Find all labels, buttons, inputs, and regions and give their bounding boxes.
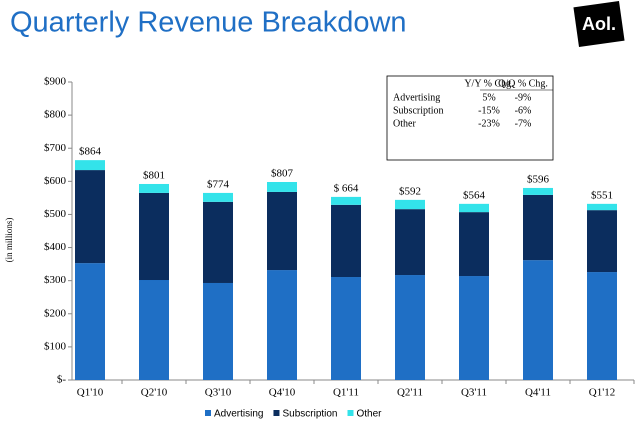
table-cell: -23%	[478, 118, 500, 129]
bar-segment	[523, 260, 553, 380]
logo-box	[573, 0, 625, 48]
logo-text: Aol.	[582, 14, 616, 34]
total-label: $864	[79, 146, 102, 158]
legend-swatch	[205, 410, 211, 416]
y-tick-label: $400	[44, 241, 67, 253]
y-tick-label: $700	[44, 142, 67, 154]
bar-segment	[267, 270, 297, 380]
total-label: $564	[463, 189, 486, 201]
x-tick-label: Q2'11	[397, 387, 423, 399]
bar-segment	[203, 192, 233, 202]
y-tick-label: $200	[44, 307, 67, 319]
bar-segment	[75, 170, 105, 264]
x-tick-label: Q4'11	[525, 387, 551, 399]
bar-segment	[587, 203, 617, 211]
bar-segment	[459, 276, 489, 380]
y-tick-label: $-	[57, 374, 67, 386]
chart-title: Quarterly Revenue Breakdown	[10, 7, 407, 39]
bar-segment	[75, 160, 105, 171]
bar-segment	[267, 191, 297, 271]
y-tick-label: $800	[44, 109, 67, 121]
x-tick-label: Q3'11	[461, 387, 487, 399]
table-header: Q/Q % Chg.	[498, 78, 548, 89]
bar-segment	[459, 212, 489, 277]
bar-segment	[523, 194, 553, 261]
bar-segment	[523, 187, 553, 195]
bar-segment	[331, 196, 361, 205]
bar-segment	[459, 203, 489, 213]
table-cell: Subscription	[393, 105, 444, 116]
table-cell: -7%	[515, 118, 532, 129]
x-tick-label: Q3'10	[205, 387, 232, 399]
bar-segment	[139, 192, 169, 281]
bar-segment	[395, 275, 425, 380]
table-cell: -9%	[515, 92, 532, 103]
legend-label: Subscription	[282, 409, 337, 420]
bar-segment	[395, 199, 425, 210]
legend-label: Other	[357, 409, 383, 420]
bar-segment	[395, 209, 425, 276]
total-label: $596	[527, 173, 550, 185]
bar-segment	[331, 277, 361, 380]
bar-segment	[203, 201, 233, 283]
total-label: $551	[591, 189, 613, 201]
y-tick-label: $100	[44, 340, 67, 352]
y-tick-label: $300	[44, 274, 67, 286]
legend-label: Advertising	[214, 409, 263, 420]
table-header: Y/Y % Chg.	[464, 78, 513, 89]
x-tick-label: Q1'11	[333, 387, 359, 399]
bar-segment	[139, 183, 169, 193]
x-tick-label: Q2'10	[141, 387, 168, 399]
table-cell: Other	[393, 118, 416, 129]
table-cell: -15%	[478, 105, 500, 116]
y-tick-label: $900	[44, 76, 67, 88]
bar-segment	[587, 272, 617, 380]
x-tick-label: Q1'12	[589, 387, 615, 399]
table-cell: Advertising	[393, 92, 440, 103]
bar-segment	[587, 210, 617, 273]
bar-segment	[203, 282, 233, 380]
logo: Aol.	[573, 0, 625, 48]
total-label: $801	[143, 170, 165, 182]
y-tick-label: $600	[44, 175, 67, 187]
bar-segment	[139, 280, 169, 380]
legend-swatch	[347, 410, 354, 416]
total-label: $ 664	[334, 182, 359, 194]
bar-segment	[75, 263, 105, 380]
table-cell: 5%	[482, 92, 495, 103]
total-label: $807	[271, 168, 294, 180]
y-tick-label: $500	[44, 208, 67, 220]
total-label: $592	[399, 185, 421, 197]
bar-segment	[267, 181, 297, 192]
bar-segment	[331, 204, 361, 278]
total-label: $774	[207, 178, 230, 190]
y-axis-label: (in millions)	[4, 218, 14, 263]
table-cell: -6%	[515, 105, 532, 116]
legend-swatch	[273, 410, 280, 416]
x-tick-label: Q1'10	[77, 387, 104, 399]
x-tick-label: Q4'10	[269, 387, 296, 399]
